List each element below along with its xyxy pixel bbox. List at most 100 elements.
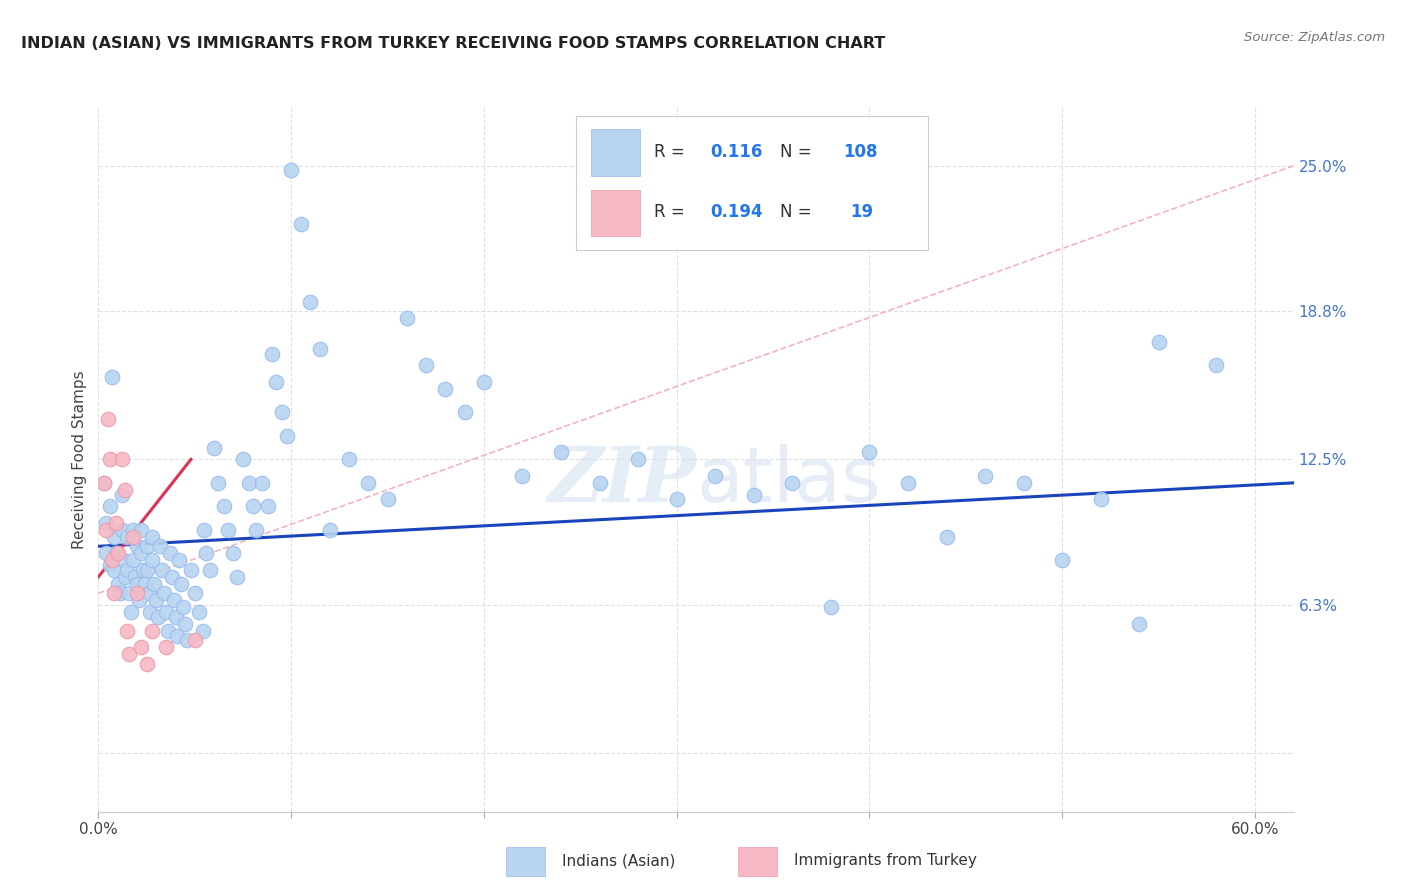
Text: atlas: atlas <box>696 443 880 517</box>
Text: N =: N = <box>780 143 817 161</box>
Point <box>434 382 457 396</box>
Point <box>135 657 157 671</box>
Point <box>125 539 148 553</box>
Point <box>108 586 131 600</box>
Point <box>129 640 152 655</box>
Text: INDIAN (ASIAN) VS IMMIGRANTS FROM TURKEY RECEIVING FOOD STAMPS CORRELATION CHART: INDIAN (ASIAN) VS IMMIGRANTS FROM TURKEY… <box>21 36 886 51</box>
Point <box>191 624 214 638</box>
Point <box>110 523 132 537</box>
Point <box>103 563 125 577</box>
Point <box>1128 616 1150 631</box>
Point <box>1050 553 1073 567</box>
Point <box>472 375 495 389</box>
Point <box>107 577 129 591</box>
Point <box>101 553 124 567</box>
Point <box>135 539 157 553</box>
Point <box>704 468 727 483</box>
Point <box>125 577 148 591</box>
Point <box>98 452 121 467</box>
Point <box>129 523 152 537</box>
Point <box>97 412 120 426</box>
Point <box>141 553 163 567</box>
Point <box>193 523 215 537</box>
Point <box>101 370 124 384</box>
Point <box>742 487 765 501</box>
Point <box>139 605 162 619</box>
Point <box>122 530 145 544</box>
Point <box>112 553 135 567</box>
Text: 0.194: 0.194 <box>710 203 762 221</box>
Point <box>141 624 163 638</box>
Point <box>207 475 229 490</box>
Point <box>588 475 610 490</box>
Point <box>200 563 222 577</box>
Point <box>141 530 163 544</box>
Point <box>377 492 399 507</box>
Point <box>337 452 360 467</box>
Point <box>122 553 145 567</box>
Text: R =: R = <box>654 143 690 161</box>
Point <box>309 342 332 356</box>
Point <box>212 500 235 514</box>
Point <box>110 487 132 501</box>
Point <box>155 640 177 655</box>
Point <box>124 570 146 584</box>
Point <box>858 445 880 459</box>
Point <box>264 375 287 389</box>
Text: 0.116: 0.116 <box>710 143 762 161</box>
Point <box>93 475 115 490</box>
Point <box>395 311 418 326</box>
Point <box>93 475 115 490</box>
Point <box>174 616 197 631</box>
Point <box>114 570 136 584</box>
Point <box>782 475 804 490</box>
Point <box>159 546 181 560</box>
Text: R =: R = <box>654 203 690 221</box>
Point <box>974 468 997 483</box>
Point <box>1147 334 1170 349</box>
Point <box>222 546 245 560</box>
Point <box>143 577 166 591</box>
Point <box>270 405 292 419</box>
Point <box>138 586 160 600</box>
Point <box>155 605 177 619</box>
Point <box>665 492 688 507</box>
Point <box>148 609 170 624</box>
Point <box>118 648 141 662</box>
Point <box>187 605 209 619</box>
Point <box>110 452 132 467</box>
Point <box>453 405 475 419</box>
Point <box>1205 359 1227 373</box>
Point <box>103 530 125 544</box>
Y-axis label: Receiving Food Stamps: Receiving Food Stamps <box>72 370 87 549</box>
Point <box>160 570 183 584</box>
Point <box>232 452 254 467</box>
Point <box>319 523 342 537</box>
Point <box>153 586 176 600</box>
Point <box>94 546 117 560</box>
Point <box>276 429 298 443</box>
Point <box>94 516 117 530</box>
Point <box>550 445 572 459</box>
Point <box>118 586 141 600</box>
Point <box>98 500 121 514</box>
Point <box>135 563 157 577</box>
Point <box>145 593 167 607</box>
Point <box>242 500 264 514</box>
FancyBboxPatch shape <box>506 847 546 876</box>
FancyBboxPatch shape <box>591 129 640 177</box>
Point <box>150 563 173 577</box>
Text: Immigrants from Turkey: Immigrants from Turkey <box>794 854 977 868</box>
Point <box>125 586 148 600</box>
FancyBboxPatch shape <box>591 190 640 236</box>
Point <box>172 600 194 615</box>
Point <box>103 586 125 600</box>
Point <box>260 346 283 360</box>
Point <box>162 593 184 607</box>
Point <box>149 539 172 553</box>
Point <box>415 359 437 373</box>
Point <box>1090 492 1112 507</box>
Point <box>120 605 142 619</box>
Point <box>935 530 957 544</box>
Text: 19: 19 <box>851 203 873 221</box>
